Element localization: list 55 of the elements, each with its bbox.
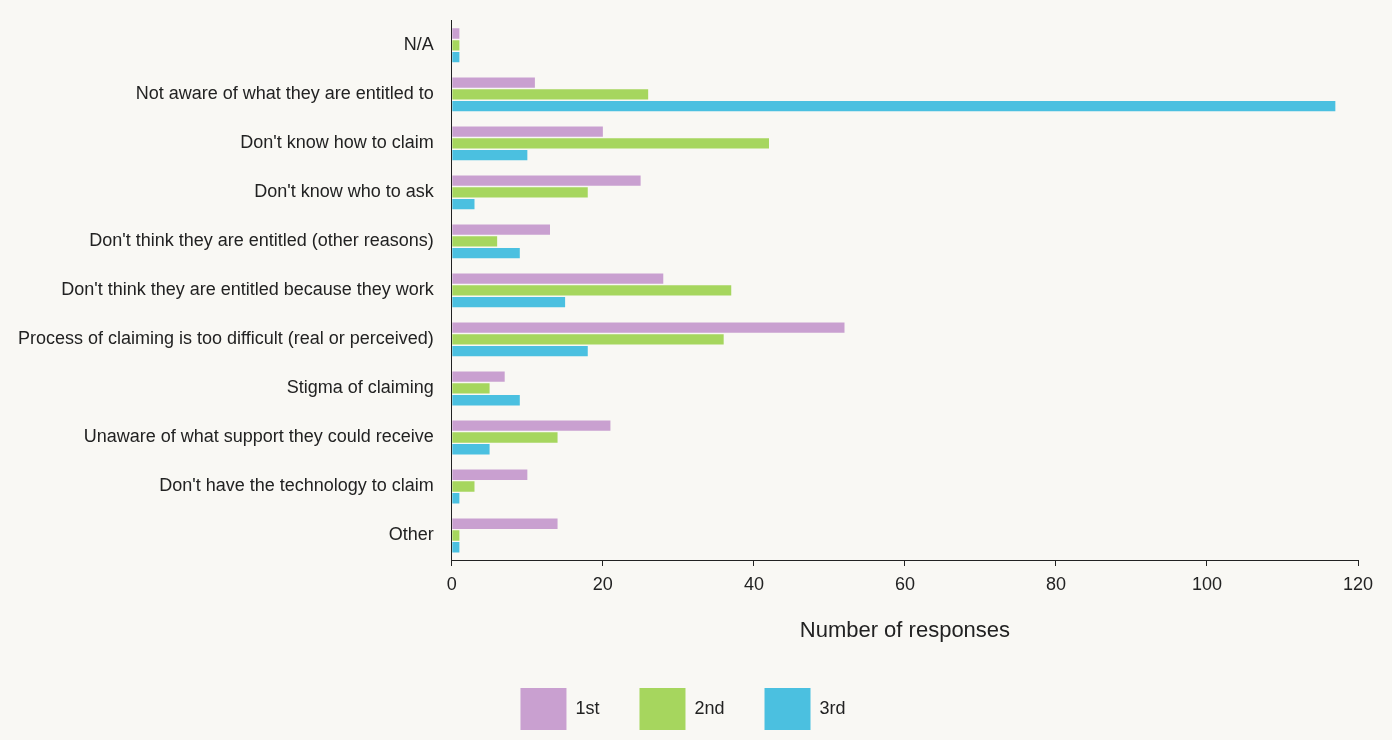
bar	[452, 126, 603, 137]
x-tick-label: 100	[1191, 573, 1222, 594]
bar	[452, 198, 475, 210]
y-tick-label: Process of claiming is too difficult (real or perceived)	[17, 328, 434, 349]
bar	[452, 493, 460, 504]
bar	[452, 371, 505, 382]
bar	[452, 296, 566, 308]
legend-label: 2nd	[694, 697, 725, 718]
bar	[452, 530, 460, 541]
bar	[452, 224, 551, 235]
x-tick-label: 40	[743, 573, 764, 594]
bar	[452, 149, 528, 161]
bar	[452, 247, 520, 259]
bar	[452, 518, 558, 529]
bar	[452, 100, 1336, 112]
bar	[452, 175, 641, 186]
y-tick-label: Don't know how to claim	[240, 132, 434, 153]
bar	[452, 469, 528, 480]
bar	[452, 395, 520, 406]
y-tick-label: Other	[388, 524, 434, 545]
x-tick-label: 120	[1342, 573, 1374, 594]
bar	[452, 51, 460, 63]
bar	[452, 187, 588, 198]
bar	[452, 346, 588, 357]
bar	[452, 138, 769, 149]
bar	[452, 432, 558, 443]
x-tick-label: 20	[592, 573, 613, 594]
y-tick-label: Not aware of what they are entitled to	[135, 83, 434, 104]
x-tick-label: 60	[894, 573, 915, 594]
bar	[452, 334, 724, 345]
legend-label: 3rd	[819, 697, 846, 718]
x-tick-label: 80	[1045, 573, 1066, 594]
bar	[452, 444, 490, 455]
bar	[452, 322, 845, 333]
y-tick-label: Don't think they are entitled because they work	[61, 279, 435, 300]
legend-label: 1st	[575, 697, 600, 718]
bar	[452, 77, 535, 88]
y-tick-label: Don't think they are entitled (other reasons)	[89, 230, 434, 251]
bar	[452, 285, 732, 296]
bar	[452, 273, 664, 284]
y-tick-label: N/A	[403, 34, 434, 55]
y-tick-label: Unaware of what support they could receive	[83, 426, 434, 447]
x-axis-title: Number of responses	[799, 616, 1011, 642]
bar	[452, 28, 460, 39]
bar	[452, 89, 649, 100]
y-tick-label: Don't know who to ask	[254, 181, 435, 202]
bar	[452, 236, 498, 247]
x-tick-label: 0	[446, 573, 457, 594]
bar	[452, 542, 460, 553]
bar	[452, 420, 611, 431]
bar	[452, 481, 475, 492]
y-tick-label: Don't have the technology to claim	[159, 475, 434, 496]
y-tick-label: Stigma of claiming	[286, 377, 434, 398]
bar	[452, 40, 460, 51]
bar	[452, 383, 490, 394]
